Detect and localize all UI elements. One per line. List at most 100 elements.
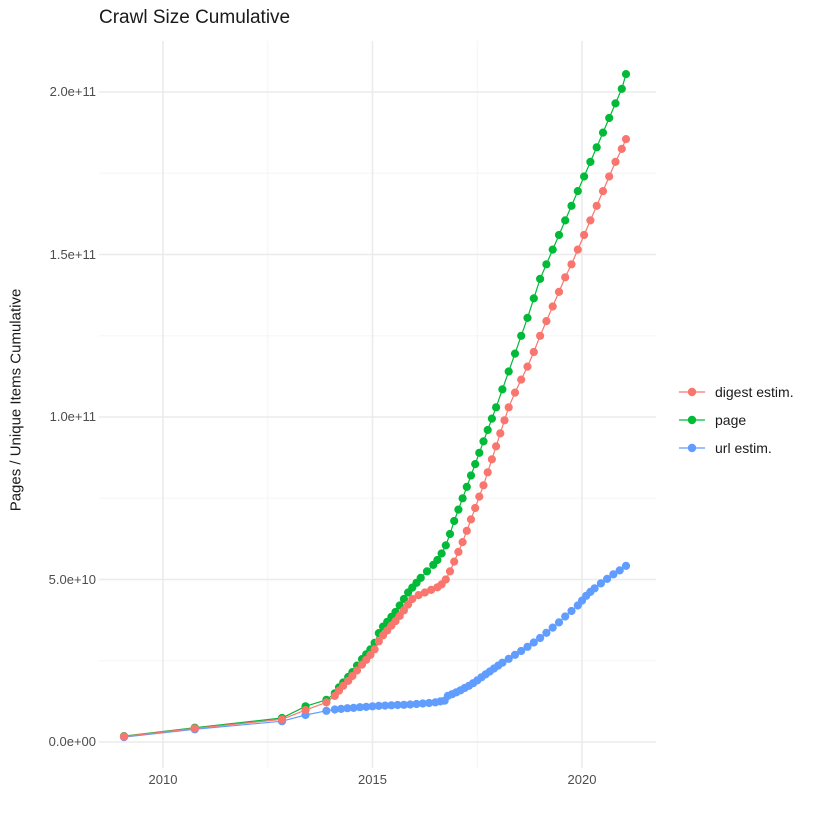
data-point-digest-estim [605, 172, 614, 181]
data-point-digest-estim [487, 455, 496, 464]
data-point-digest-estim [399, 606, 408, 615]
data-point-page [605, 113, 614, 123]
data-point-digest-estim [352, 666, 362, 675]
x-tick-label-2015: 2015 [358, 772, 387, 787]
data-point-page [475, 448, 484, 457]
chart-title: Crawl Size Cumulative [99, 7, 291, 28]
data-point-digest-estim [190, 724, 199, 733]
data-point-page [561, 216, 570, 225]
data-point-page [466, 471, 476, 480]
data-point-digest-estim [504, 403, 513, 412]
data-point-page [479, 437, 488, 446]
data-point-url-estim [355, 703, 364, 712]
data-point-digest-estim [592, 201, 601, 210]
data-point-url-estim [621, 561, 631, 571]
data-point-page [504, 367, 513, 376]
data-point-digest-estim [542, 317, 551, 326]
data-point-page [536, 274, 545, 283]
data-point-digest-estim [462, 526, 471, 535]
data-point-page [498, 385, 507, 394]
data-point-digest-estim [567, 260, 576, 269]
data-point-page [517, 331, 526, 340]
data-point-page [454, 505, 463, 514]
data-point-url-estim [615, 566, 624, 575]
legend-key-page-icon [679, 415, 705, 425]
data-point-digest-estim [471, 503, 480, 513]
data-point-digest-estim [414, 591, 423, 600]
data-point-page [554, 230, 564, 240]
data-point-digest-estim [441, 575, 450, 584]
data-point-digest-estim [598, 187, 608, 196]
data-point-page [441, 541, 450, 550]
data-point-page [416, 573, 425, 583]
legend-item-digest-estim: digest estim. [676, 378, 794, 406]
series-digest-estim [119, 135, 631, 741]
data-point-digest-estim [500, 416, 509, 425]
data-point-url-estim [337, 704, 346, 714]
data-point-url-estim [393, 700, 402, 710]
data-point-digest-estim [510, 388, 520, 397]
data-point-url-estim [322, 706, 331, 715]
data-point-page [548, 245, 557, 254]
data-point-url-estim [343, 704, 352, 713]
legend-label-url: url estim. [715, 440, 772, 456]
data-point-digest-estim [427, 585, 436, 595]
data-point-page [492, 403, 501, 412]
data-point-url-estim [510, 650, 520, 660]
data-point-digest-estim [561, 273, 570, 282]
data-point-url-estim [603, 574, 612, 584]
data-point-page [510, 349, 520, 358]
data-point-page [437, 549, 446, 558]
data-point-url-estim [609, 570, 618, 579]
data-point-url-estim [330, 705, 339, 714]
data-point-url-estim [349, 703, 358, 713]
data-point-digest-estim [529, 347, 538, 357]
data-point-digest-estim [586, 216, 595, 225]
data-point-url-estim [374, 701, 383, 711]
data-point-page [471, 460, 480, 469]
y-axis-label: Pages / Unique Items Cumulative [7, 288, 25, 512]
data-point-page [458, 494, 467, 503]
data-point-digest-estim [536, 331, 545, 340]
data-point-digest-estim [573, 245, 582, 254]
data-point-url-estim [517, 646, 526, 656]
data-point-page [422, 567, 432, 576]
data-point-url-estim [523, 642, 532, 651]
data-point-url-estim [536, 633, 545, 643]
data-point-url-estim [387, 701, 396, 710]
data-point-digest-estim [119, 732, 129, 741]
data-point-digest-estim [492, 442, 501, 451]
data-point-page [573, 187, 582, 196]
data-point-page [592, 143, 601, 152]
data-point-url-estim [504, 654, 513, 663]
data-point-page [580, 172, 589, 181]
data-point-page [433, 555, 442, 565]
y-tick-label-1e11: 1.0e+11 [49, 409, 96, 424]
data-point-url-estim [567, 606, 576, 616]
data-point-digest-estim [301, 706, 310, 715]
data-point-page [542, 260, 551, 269]
data-point-url-estim [412, 699, 421, 709]
data-point-page [450, 516, 459, 526]
y-tick-label-2e11: 2.0e+11 [49, 84, 96, 99]
data-point-digest-estim [339, 681, 348, 690]
data-point-digest-estim [611, 157, 620, 166]
data-point-url-estim [554, 618, 564, 627]
data-point-url-estim [362, 702, 371, 712]
y-tick-label-5e10: 5.0e+10 [48, 571, 96, 587]
data-point-url-estim [498, 658, 507, 667]
data-point-page [617, 84, 626, 93]
data-point-page [483, 425, 492, 435]
data-point-digest-estim [450, 557, 459, 566]
x-tick-label-2020: 2020 [567, 772, 597, 787]
data-point-page [621, 70, 631, 79]
data-point-url-estim [596, 579, 606, 588]
data-point-url-estim [368, 702, 377, 711]
data-point-digest-estim [496, 429, 505, 438]
data-point-digest-estim [483, 468, 492, 477]
data-point-digest-estim [621, 135, 631, 144]
data-point-url-estim [529, 638, 538, 647]
y-tick-label-0: 0.0e+00 [48, 734, 96, 749]
legend-key-url-icon [679, 443, 705, 453]
